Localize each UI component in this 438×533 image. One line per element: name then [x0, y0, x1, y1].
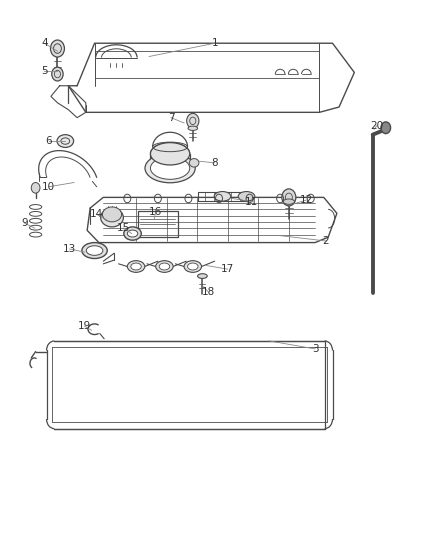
- Circle shape: [187, 114, 199, 128]
- Ellipse shape: [127, 230, 138, 237]
- Ellipse shape: [283, 199, 294, 204]
- Circle shape: [31, 182, 40, 193]
- Ellipse shape: [131, 263, 141, 270]
- Ellipse shape: [102, 207, 122, 222]
- Ellipse shape: [86, 246, 103, 255]
- Text: 19: 19: [78, 321, 91, 331]
- Text: 2: 2: [323, 236, 329, 246]
- Ellipse shape: [145, 154, 195, 183]
- Ellipse shape: [159, 263, 170, 270]
- Text: 1: 1: [211, 38, 218, 48]
- Circle shape: [381, 122, 391, 134]
- Text: 14: 14: [90, 209, 103, 220]
- Text: 12: 12: [300, 195, 313, 205]
- Ellipse shape: [57, 135, 74, 148]
- Text: 17: 17: [221, 264, 234, 274]
- Text: 11: 11: [245, 197, 258, 207]
- Ellipse shape: [188, 126, 198, 131]
- Ellipse shape: [187, 263, 198, 270]
- Ellipse shape: [124, 227, 141, 240]
- Ellipse shape: [127, 261, 145, 272]
- Text: 15: 15: [117, 223, 131, 233]
- Text: 7: 7: [168, 112, 174, 123]
- Text: 8: 8: [211, 158, 218, 168]
- Circle shape: [52, 67, 63, 81]
- Text: 5: 5: [41, 67, 48, 76]
- Text: 18: 18: [202, 287, 215, 297]
- Text: 3: 3: [312, 344, 318, 354]
- Ellipse shape: [82, 243, 107, 259]
- Ellipse shape: [150, 157, 190, 179]
- Text: 10: 10: [42, 182, 55, 192]
- Text: 6: 6: [46, 135, 52, 146]
- Ellipse shape: [198, 273, 207, 278]
- Ellipse shape: [238, 191, 255, 201]
- Text: 20: 20: [371, 120, 384, 131]
- Text: 9: 9: [21, 218, 28, 228]
- Ellipse shape: [184, 261, 201, 272]
- Ellipse shape: [150, 143, 190, 165]
- Text: 4: 4: [41, 38, 48, 48]
- Text: 16: 16: [149, 207, 162, 217]
- Ellipse shape: [214, 191, 231, 201]
- Circle shape: [282, 189, 296, 206]
- Text: 13: 13: [63, 244, 76, 254]
- Ellipse shape: [155, 261, 173, 272]
- Circle shape: [50, 40, 64, 57]
- Ellipse shape: [189, 159, 199, 167]
- Ellipse shape: [101, 208, 124, 227]
